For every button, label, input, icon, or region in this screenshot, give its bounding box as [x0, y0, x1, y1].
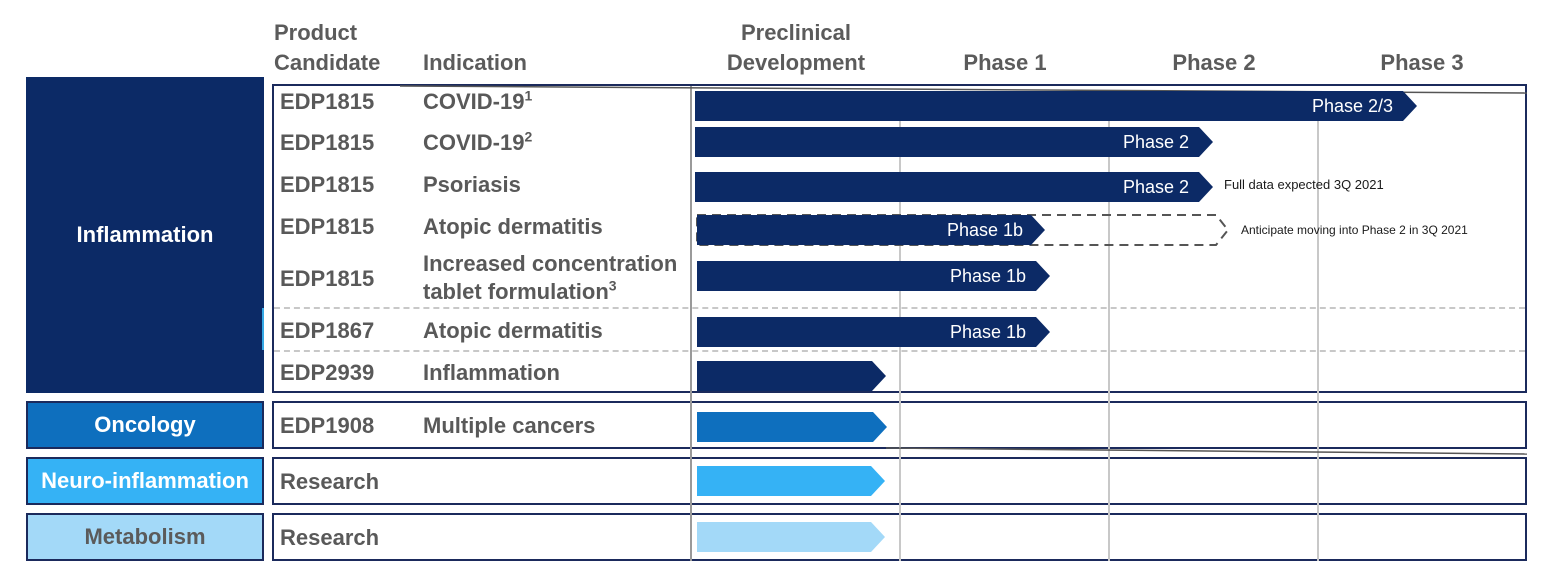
category-metabolism: Metabolism — [26, 513, 264, 561]
bar-phase-1b: Phase 1b — [697, 261, 1050, 291]
bar-phase-2-3: Phase 2/3 — [695, 91, 1417, 121]
accent-line — [262, 308, 264, 350]
bar-preclinical-neuro — [697, 466, 885, 496]
bar-phase-2: Phase 2 — [695, 172, 1213, 202]
indication-line2: tablet formulation3 — [423, 278, 677, 306]
bar-preclinical-oncology — [697, 412, 887, 442]
bar-preclinical-metabolism — [697, 522, 885, 552]
candidate-cell: EDP2939 — [280, 360, 375, 385]
footnote-marker: 2 — [524, 128, 533, 145]
candidate-cell: Research — [280, 469, 380, 494]
indication-cell: COVID-192 — [423, 129, 532, 157]
category-inflammation: Inflammation — [26, 77, 264, 393]
category-oncology: Oncology — [26, 401, 264, 449]
indication-line1: Increased concentration — [423, 251, 678, 276]
header-preclinical-line2: Development — [726, 50, 866, 75]
oncology-connector-line — [885, 447, 1528, 455]
header-phase1: Phase 1 — [963, 50, 1047, 75]
note-atopic: Anticipate moving into Phase 2 in 3Q 202… — [1241, 223, 1468, 237]
header-preclinical: Preclinical Development — [700, 18, 892, 78]
note-psoriasis: Full data expected 3Q 2021 — [1224, 177, 1384, 192]
header-preclinical-line1: Preclinical — [740, 20, 852, 45]
candidate-cell: EDP1867 — [280, 318, 375, 343]
candidate-cell: EDP1815 — [280, 172, 375, 197]
indication-cell: Increased concentration tablet formulati… — [423, 250, 677, 306]
candidate-cell: EDP1815 — [280, 89, 375, 114]
header-product-line1: Product — [274, 20, 358, 45]
grid-line-phase2 — [1108, 120, 1110, 561]
indication-cell: COVID-191 — [423, 88, 532, 116]
candidate-cell: EDP1908 — [280, 413, 375, 438]
row-separator — [274, 307, 1525, 309]
indication-text: COVID-19 — [423, 130, 525, 155]
indication-cell: Multiple cancers — [423, 413, 596, 438]
header-phase3: Phase 3 — [1380, 50, 1464, 75]
indication-line2-text: tablet formulation — [423, 279, 609, 304]
header-indication: Indication — [423, 50, 527, 75]
header-product-line2: Candidate — [274, 50, 381, 75]
indication-cell: Inflammation — [423, 360, 560, 385]
candidate-cell: EDP1815 — [280, 266, 375, 291]
grid-line-phase3 — [1317, 120, 1319, 561]
indication-cell: Atopic dermatitis — [423, 214, 603, 239]
candidate-cell: EDP1815 — [280, 130, 375, 155]
footnote-marker: 1 — [524, 87, 533, 104]
indication-text: COVID-19 — [423, 89, 525, 114]
candidate-cell: Research — [280, 525, 380, 550]
bar-phase-1b: Phase 1b — [697, 215, 1045, 245]
grid-line-preclinical — [690, 86, 692, 561]
bar-preclinical — [697, 361, 886, 391]
header-product-candidate: Product Candidate — [274, 18, 380, 78]
bar-phase-2: Phase 2 — [695, 127, 1213, 157]
header-phase2: Phase 2 — [1172, 50, 1256, 75]
indication-cell: Psoriasis — [423, 172, 521, 197]
footnote-marker: 3 — [608, 277, 617, 294]
category-neuro-inflammation: Neuro-inflammation — [26, 457, 264, 505]
bar-phase-1b: Phase 1b — [697, 317, 1050, 347]
row-separator — [274, 350, 1525, 352]
indication-cell: Atopic dermatitis — [423, 318, 603, 343]
candidate-cell: EDP1815 — [280, 214, 375, 239]
